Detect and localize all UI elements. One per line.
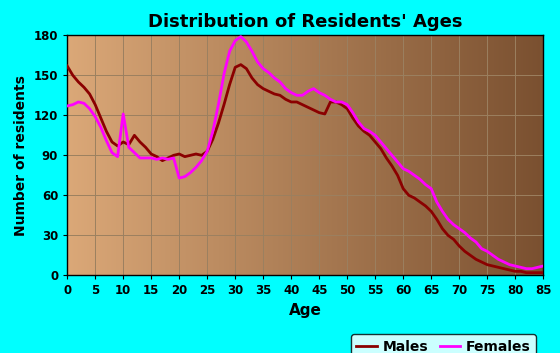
- Males: [473, 257, 479, 262]
- Females: [523, 267, 530, 271]
- X-axis label: Age: Age: [289, 303, 321, 318]
- Females: [114, 155, 121, 159]
- Males: [114, 144, 121, 148]
- Line: Females: Females: [67, 37, 543, 269]
- Females: [299, 93, 306, 97]
- Males: [433, 217, 440, 221]
- Females: [64, 104, 71, 108]
- Males: [64, 64, 71, 68]
- Males: [299, 102, 306, 107]
- Females: [473, 240, 479, 244]
- Males: [75, 80, 82, 84]
- Females: [433, 200, 440, 204]
- Title: Distribution of Residents' Ages: Distribution of Residents' Ages: [148, 13, 463, 31]
- Males: [540, 270, 547, 275]
- Males: [86, 92, 93, 96]
- Females: [237, 35, 244, 39]
- Males: [523, 270, 530, 275]
- Females: [75, 100, 82, 104]
- Females: [86, 107, 93, 111]
- Line: Males: Males: [67, 65, 543, 273]
- Females: [540, 264, 547, 268]
- Y-axis label: Number of residents: Number of residents: [14, 75, 28, 236]
- Males: [237, 62, 244, 67]
- Legend: Males, Females: Males, Females: [351, 335, 536, 353]
